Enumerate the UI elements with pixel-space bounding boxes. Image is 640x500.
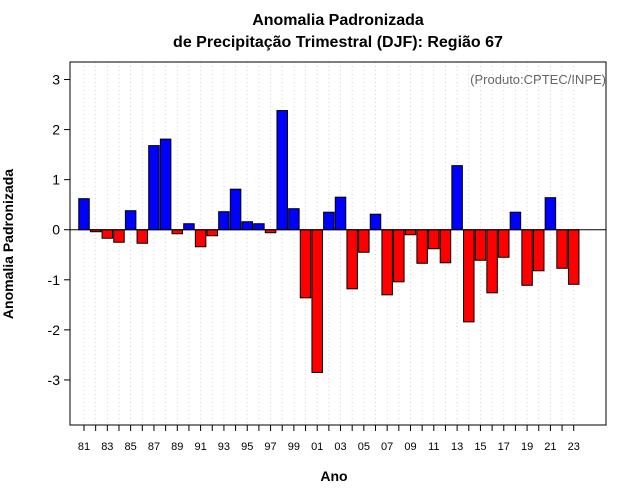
bar-08 <box>393 229 405 283</box>
x-tick-label: 85 <box>125 441 137 453</box>
x-tick-label: 05 <box>358 441 370 453</box>
bar-99 <box>288 208 300 231</box>
bar-16 <box>486 229 498 294</box>
bar-98 <box>276 110 288 231</box>
x-tick-label: 15 <box>474 441 486 453</box>
bar-18 <box>509 211 522 231</box>
bar-90 <box>183 223 195 231</box>
x-tick-label: 11 <box>428 441 439 453</box>
x-tick-label: 97 <box>264 441 276 453</box>
x-tick-label: 21 <box>544 441 556 453</box>
y-tick-label: 2 <box>52 122 60 138</box>
y-axis-title: Anomalia Padronizada <box>0 169 16 319</box>
bar-02 <box>323 211 335 231</box>
bar-03 <box>334 196 347 231</box>
x-tick-label: 93 <box>218 441 230 453</box>
bar-81 <box>78 198 90 231</box>
x-axis: 81 83 85 87 89 91 93 95 97 99 01 03 05 07 09 11 13 15 17 19… <box>78 425 580 453</box>
chart-subtitle: de Precipitação Trimestral (DJF): Região… <box>173 34 503 51</box>
bar-22 <box>556 229 568 269</box>
x-tick-label: 09 <box>404 441 416 453</box>
product-annotation: (Produto:CPTEC/INPE) <box>470 72 606 87</box>
bar-11 <box>428 229 440 250</box>
bar-86 <box>136 229 149 244</box>
bar-06 <box>369 213 382 231</box>
bars-layer <box>78 110 580 373</box>
bar-17 <box>498 229 510 258</box>
x-tick-label: 23 <box>568 441 580 453</box>
x-tick-label: 83 <box>101 441 113 453</box>
bar-91 <box>194 229 207 248</box>
bar-23 <box>567 229 580 285</box>
bar-13 <box>451 165 463 231</box>
x-axis-title: Ano <box>320 468 347 484</box>
x-tick-label: 01 <box>311 441 323 453</box>
bar-94 <box>229 188 242 231</box>
bar-09 <box>404 229 417 236</box>
grid-layer <box>83 62 575 425</box>
bar-10 <box>416 229 428 264</box>
bar-84 <box>113 229 125 243</box>
bar-93 <box>218 211 230 231</box>
bar-87 <box>148 145 160 231</box>
y-tick-label: -3 <box>48 372 61 388</box>
x-tick-label: 17 <box>498 441 510 453</box>
x-tick-label: 81 <box>78 441 90 453</box>
x-tick-label: 95 <box>241 441 253 453</box>
bar-89 <box>171 229 184 235</box>
y-axis: -3 -2 -1 0 1 2 3 <box>48 72 70 388</box>
bar-12 <box>439 229 452 264</box>
y-tick-label: -2 <box>48 322 61 338</box>
bar-05 <box>358 229 370 253</box>
bar-95 <box>241 221 253 231</box>
bar-92 <box>206 229 219 237</box>
plot-frame <box>69 61 607 426</box>
chart-title: Anomalia Padronizada <box>252 12 424 29</box>
x-tick-label: 91 <box>194 441 206 453</box>
bar-21 <box>544 197 557 231</box>
bar-20 <box>532 229 545 272</box>
y-tick-label: 3 <box>52 72 60 88</box>
bar-88 <box>159 138 172 231</box>
bar-96 <box>253 223 265 231</box>
bar-04 <box>346 229 358 290</box>
bar-15 <box>474 229 487 261</box>
bar-01 <box>311 229 323 373</box>
x-tick-label: 03 <box>334 441 346 453</box>
x-tick-label: 07 <box>381 441 393 453</box>
bar-83 <box>101 229 114 239</box>
x-tick-label: 89 <box>171 441 183 453</box>
x-tick-label: 87 <box>148 441 160 453</box>
x-tick-label: 99 <box>288 441 300 453</box>
x-tick-label: 13 <box>451 441 463 453</box>
y-tick-label: -1 <box>48 272 61 288</box>
y-tick-label: 1 <box>52 172 60 188</box>
y-tick-label: 0 <box>52 222 60 238</box>
x-tick-label: 19 <box>521 441 533 453</box>
bar-19 <box>521 229 533 286</box>
bar-00 <box>299 229 312 299</box>
bar-07 <box>381 229 393 296</box>
bar-85 <box>124 210 137 231</box>
bar-14 <box>463 229 475 323</box>
